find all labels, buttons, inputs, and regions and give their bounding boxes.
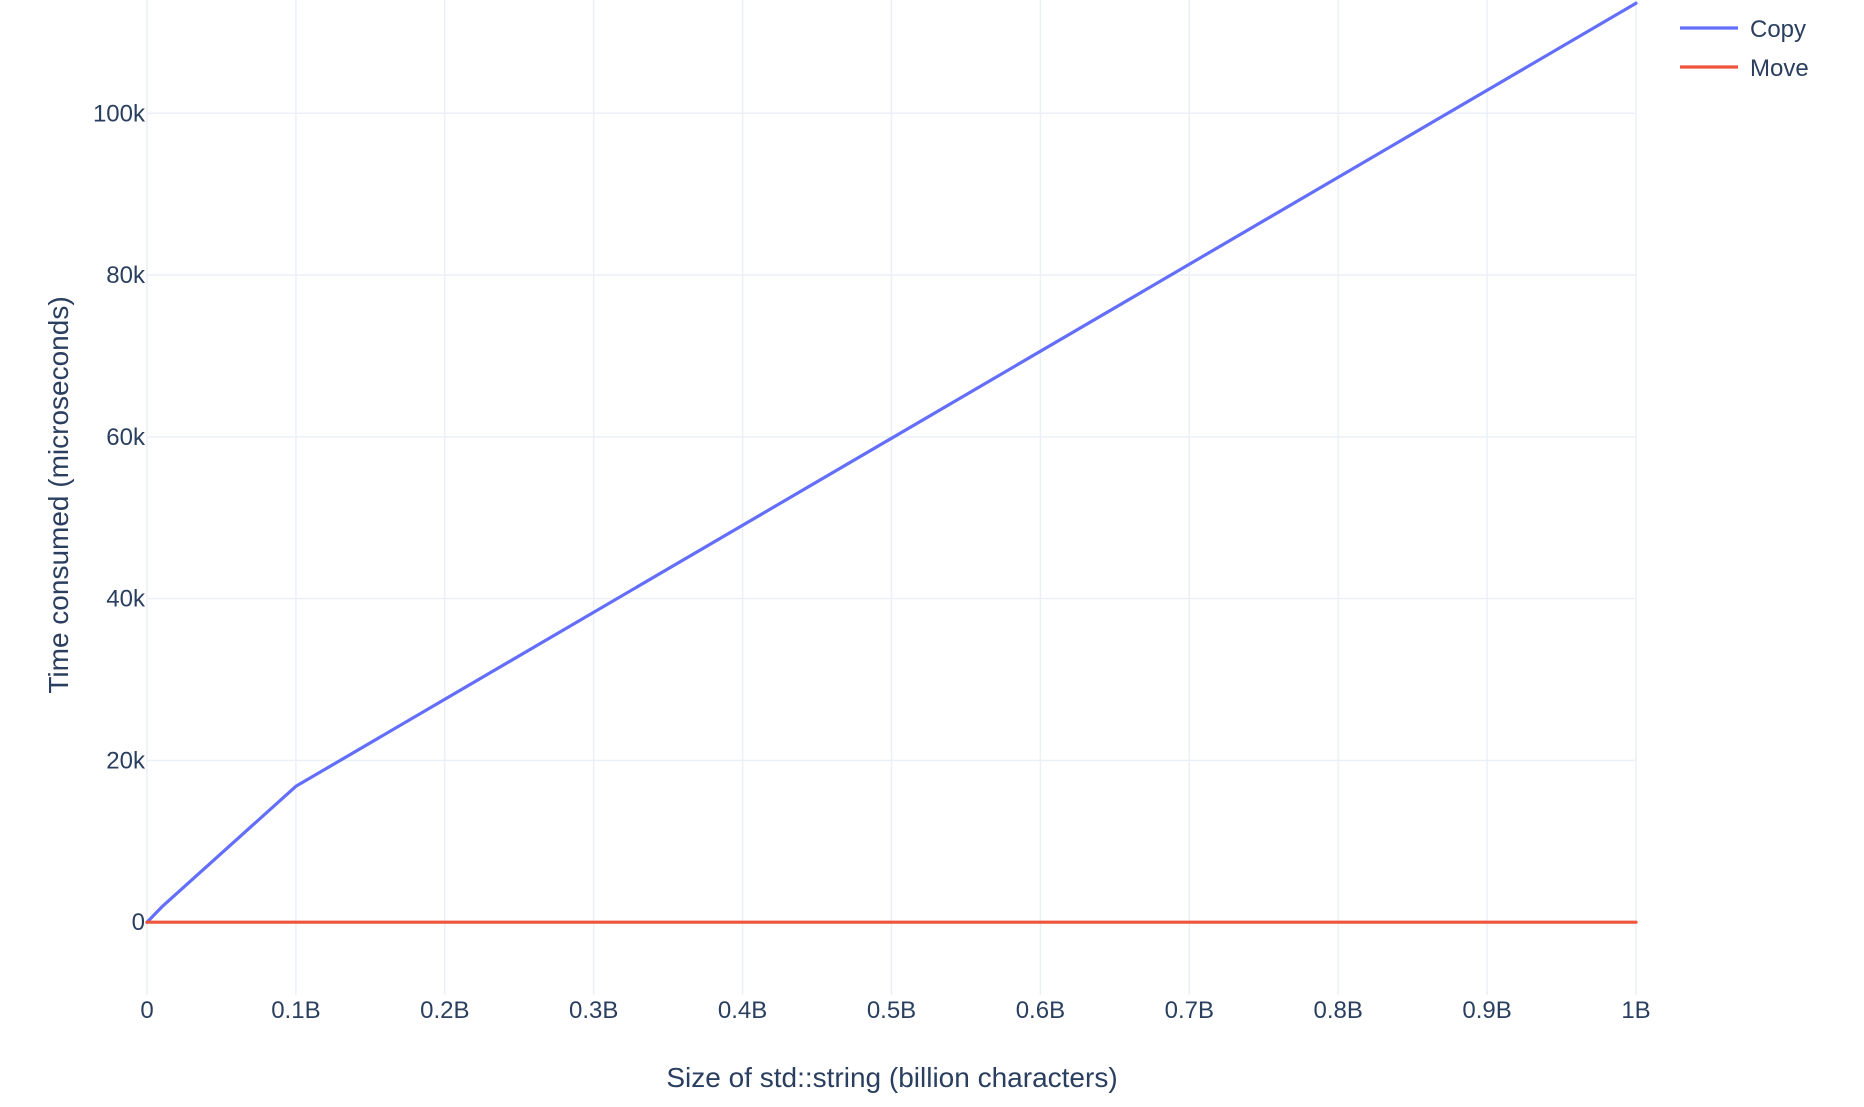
y-tick-label: 60k: [106, 424, 146, 451]
y-tick-label: 20k: [106, 747, 146, 774]
x-tick-label: 0.2B: [420, 997, 469, 1024]
x-tick-label: 0.5B: [867, 997, 916, 1024]
x-tick-label: 0: [140, 997, 153, 1024]
x-tick-label: 1B: [1621, 997, 1650, 1024]
x-tick-label: 0.3B: [569, 997, 618, 1024]
x-tick-label: 0.4B: [718, 997, 767, 1024]
y-axis-title: Time consumed (microseconds): [43, 296, 74, 693]
y-axis-ticks: 0 20k 40k 60k 80k 100k: [93, 100, 146, 936]
x-axis-ticks: 0 0.1B 0.2B 0.3B 0.4B 0.5B 0.6B 0.7B 0.8B 0.9B 1B: [140, 997, 1650, 1024]
y-tick-label: 40k: [106, 586, 146, 613]
legend-label: Copy: [1750, 16, 1806, 43]
legend-item-move[interactable]: Move: [1680, 55, 1809, 82]
x-tick-label: 0.6B: [1016, 997, 1065, 1024]
y-tick-label: 100k: [93, 100, 146, 127]
y-tick-label: 0: [132, 909, 145, 936]
y-tick-label: 80k: [106, 262, 146, 289]
legend-label: Move: [1750, 55, 1809, 82]
legend[interactable]: Copy Move: [1680, 16, 1809, 82]
series-line-copy: [145, 1, 1638, 924]
x-tick-label: 0.1B: [271, 997, 320, 1024]
legend-item-copy[interactable]: Copy: [1680, 16, 1806, 43]
x-tick-label: 0.7B: [1165, 997, 1214, 1024]
x-tick-label: 0.8B: [1314, 997, 1363, 1024]
gridlines: [146, 0, 1637, 995]
x-tick-label: 0.9B: [1462, 997, 1511, 1024]
x-axis-title: Size of std::string (billion characters): [666, 1062, 1117, 1093]
plot-series: [145, 1, 1638, 924]
